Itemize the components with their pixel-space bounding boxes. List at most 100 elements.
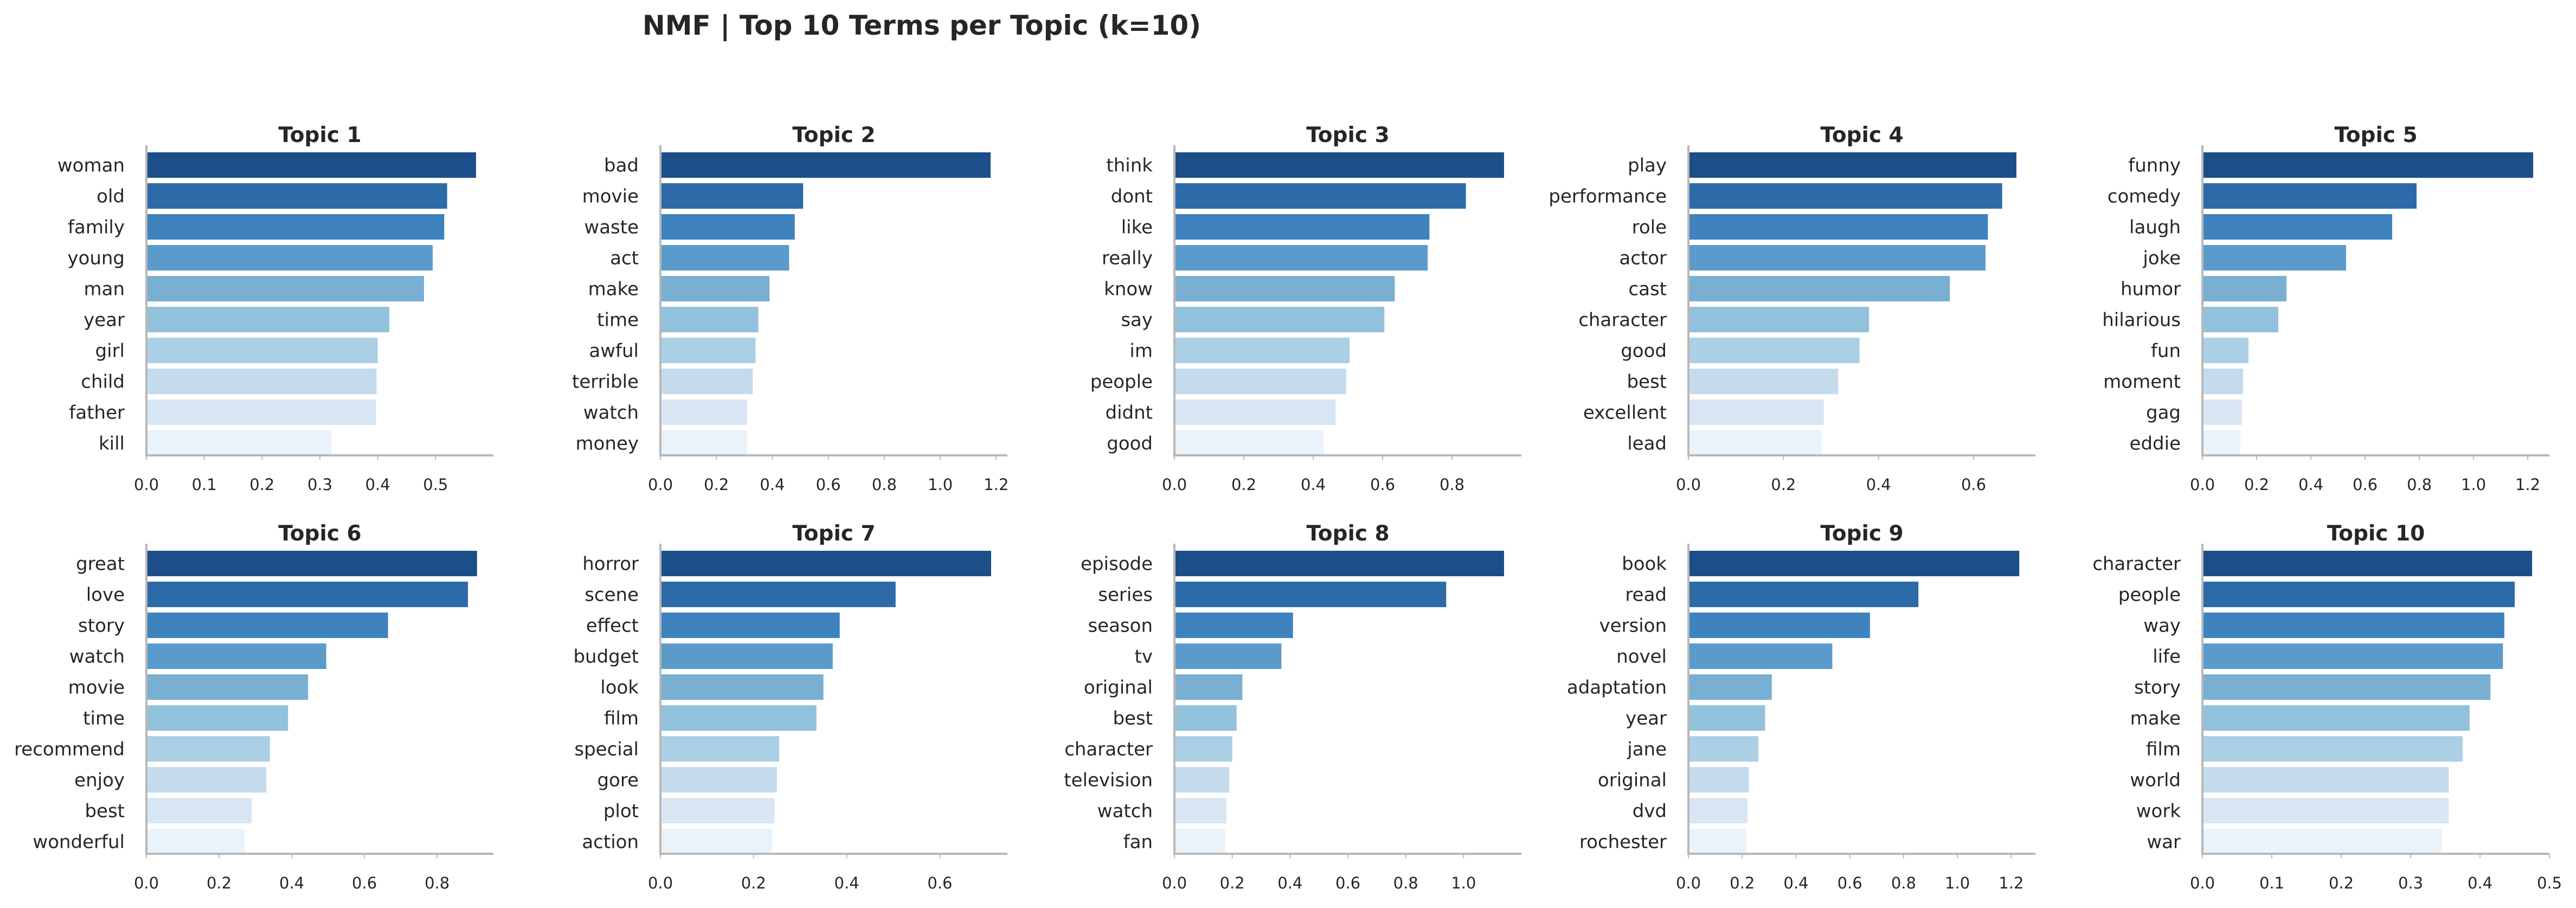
- term-label: family: [68, 217, 125, 239]
- term-label: jane: [1627, 739, 1667, 761]
- topic-panel: Topic 3 think dont like really know say im peopl…: [1090, 123, 1521, 494]
- x-tick-label: 0.5: [423, 475, 448, 494]
- term-label: recommend: [14, 739, 125, 761]
- bar: [147, 214, 445, 240]
- bar: [661, 369, 753, 394]
- term-label: character: [1578, 310, 1667, 331]
- x-tick-label: 0.2: [2244, 475, 2269, 494]
- x-tick-label: 0.0: [648, 475, 673, 494]
- x-tick-label: 0.8: [872, 475, 897, 494]
- x-tick-label: 1.0: [928, 475, 953, 494]
- bar: [1175, 400, 1336, 425]
- term-label: young: [67, 248, 125, 269]
- topic-panel: Topic 1 woman old family young man year girl chi…: [57, 123, 493, 494]
- bar: [661, 705, 817, 731]
- term-label: way: [2143, 615, 2181, 637]
- x-tick-label: 0.0: [2190, 475, 2215, 494]
- bar: [1175, 152, 1504, 178]
- x-tick-label: 0.1: [192, 475, 217, 494]
- term-label: plot: [603, 801, 639, 822]
- bar: [147, 643, 326, 669]
- bar: [1690, 307, 1870, 332]
- bar: [1175, 643, 1282, 669]
- term-label: good: [1621, 340, 1667, 362]
- term-label: scene: [584, 584, 639, 606]
- term-label: funny: [2128, 155, 2181, 177]
- term-label: say: [1121, 310, 1153, 331]
- term-label: good: [1107, 433, 1153, 455]
- x-tick-label: 0.6: [1370, 475, 1395, 494]
- term-label: old: [97, 186, 125, 208]
- x-tick-label: 0.8: [1440, 475, 1464, 494]
- term-label: lead: [1627, 433, 1667, 455]
- bar: [1690, 643, 1833, 669]
- bar: [147, 705, 288, 731]
- bar: [661, 430, 747, 456]
- bar: [1690, 767, 1749, 793]
- x-tick-label: 0.8: [1393, 874, 1418, 892]
- term-label: budget: [573, 646, 639, 668]
- term-label: best: [1627, 371, 1667, 393]
- term-label: effect: [586, 615, 639, 637]
- bar: [1175, 798, 1226, 823]
- panels: Topic 1 woman old family young man year girl chi…: [14, 123, 2562, 892]
- term-label: play: [1628, 155, 1667, 177]
- term-label: work: [2136, 801, 2181, 822]
- x-tick-label: 0.0: [1162, 874, 1187, 892]
- term-label: read: [1625, 584, 1667, 606]
- term-label: humor: [2121, 279, 2181, 300]
- bar: [147, 582, 468, 607]
- x-tick-label: 1.0: [2461, 475, 2486, 494]
- term-label: gag: [2146, 402, 2181, 424]
- term-label: performance: [1549, 186, 1667, 208]
- topic-panel: Topic 2 bad movie waste act make time awful terr…: [572, 123, 1008, 494]
- term-label: joke: [2142, 248, 2181, 269]
- panel-title: Topic 4: [1820, 123, 1903, 147]
- term-label: kill: [99, 433, 125, 455]
- bar: [661, 798, 775, 823]
- term-label: film: [604, 708, 639, 730]
- panel-title: Topic 7: [792, 521, 875, 546]
- term-label: enjoy: [74, 770, 125, 791]
- bar: [1175, 369, 1346, 394]
- bar: [1175, 183, 1466, 209]
- term-label: wonderful: [33, 832, 125, 853]
- panel-title: Topic 3: [1306, 123, 1389, 147]
- x-tick-label: 0.2: [2329, 874, 2354, 892]
- term-label: comedy: [2108, 186, 2181, 208]
- bar: [147, 338, 378, 363]
- bar: [661, 829, 773, 854]
- x-tick-label: 0.8: [2407, 475, 2432, 494]
- term-label: fun: [2151, 340, 2181, 362]
- term-label: child: [81, 371, 125, 393]
- bar: [147, 245, 433, 271]
- x-tick-label: 0.8: [425, 874, 449, 892]
- term-label: know: [1104, 279, 1153, 300]
- x-tick-label: 1.2: [1999, 874, 2023, 892]
- term-label: make: [2130, 708, 2181, 730]
- term-label: make: [588, 279, 639, 300]
- term-label: novel: [1616, 646, 1667, 668]
- bar: [147, 613, 388, 638]
- bar: [147, 674, 309, 700]
- x-tick-label: 0.4: [279, 874, 304, 892]
- panel-title: Topic 9: [1820, 521, 1903, 546]
- term-label: didnt: [1106, 402, 1153, 424]
- bar: [1690, 551, 2020, 576]
- term-label: act: [610, 248, 639, 269]
- bar: [2204, 736, 2463, 762]
- bar: [147, 736, 270, 762]
- bar: [661, 400, 747, 425]
- bar: [661, 214, 795, 240]
- term-label: war: [2147, 832, 2181, 853]
- term-label: laugh: [2129, 217, 2181, 239]
- x-tick-label: 0.6: [1838, 874, 1862, 892]
- term-label: people: [1090, 371, 1153, 393]
- bar: [147, 430, 332, 456]
- term-label: eddie: [2130, 433, 2181, 455]
- x-tick-label: 0.2: [1771, 475, 1796, 494]
- x-tick-label: 0.4: [1301, 475, 1326, 494]
- x-tick-label: 0.2: [1220, 874, 1245, 892]
- x-tick-label: 0.0: [1162, 475, 1187, 494]
- bar: [2204, 613, 2504, 638]
